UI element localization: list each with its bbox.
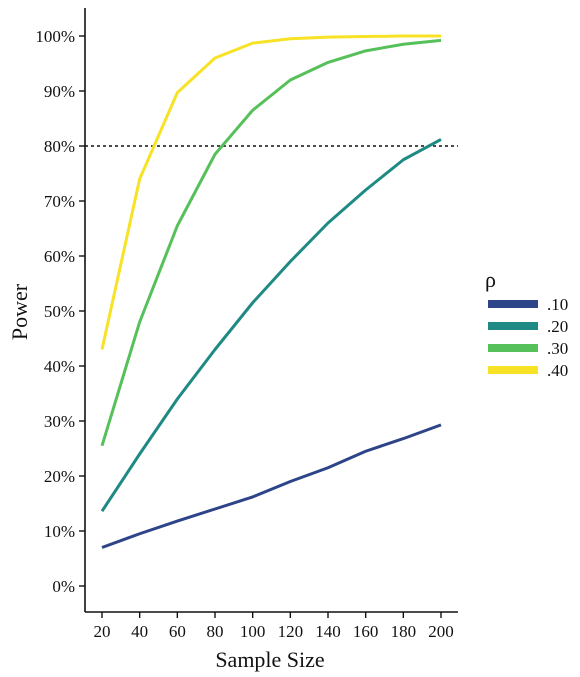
- x-axis-title: Sample Size: [215, 647, 324, 672]
- x-tick-label: 180: [391, 622, 417, 641]
- legend-swatch: [488, 366, 538, 374]
- legend-swatch: [488, 344, 538, 352]
- x-tick-label: 60: [169, 622, 186, 641]
- y-tick-label: 30%: [44, 412, 75, 431]
- legend-label: .30: [547, 339, 568, 358]
- x-tick-label: 100: [240, 622, 266, 641]
- legend-label: .20: [547, 317, 568, 336]
- y-tick-label: 80%: [44, 137, 75, 156]
- x-tick-label: 80: [207, 622, 224, 641]
- legend-swatch: [488, 322, 538, 330]
- y-tick-label: 10%: [44, 522, 75, 541]
- x-tick-label: 20: [94, 622, 111, 641]
- series-line-3: [100, 38, 442, 447]
- y-tick-label: 100%: [35, 27, 75, 46]
- x-tick-label: 120: [278, 622, 304, 641]
- y-tick-label: 40%: [44, 357, 75, 376]
- y-tick-label: 50%: [44, 302, 75, 321]
- legend: ρ .10 .20 .30 .40: [485, 267, 568, 380]
- legend-label: .10: [547, 295, 568, 314]
- legend-swatch: [488, 300, 538, 308]
- legend-label: .40: [547, 361, 568, 380]
- x-axis-ticks: 20 40 60 80 100 120 140 160 180 200: [94, 612, 454, 641]
- series-line-4: [100, 34, 441, 350]
- x-tick-label: 160: [353, 622, 379, 641]
- y-tick-label: 0%: [52, 577, 75, 596]
- series-line-1: [101, 423, 442, 549]
- y-axis-title: Power: [7, 283, 32, 340]
- y-tick-label: 70%: [44, 192, 75, 211]
- x-tick-label: 40: [131, 622, 148, 641]
- x-tick-label: 200: [428, 622, 454, 641]
- series-line-2: [100, 138, 442, 513]
- legend-title: ρ: [485, 267, 496, 292]
- y-axis-ticks: 0% 10% 20% 30% 40% 50% 60% 70% 80% 90% 100%: [35, 27, 85, 596]
- x-tick-label: 140: [315, 622, 341, 641]
- y-tick-label: 60%: [44, 247, 75, 266]
- y-tick-label: 20%: [44, 467, 75, 486]
- series-lines: [100, 34, 442, 549]
- y-tick-label: 90%: [44, 82, 75, 101]
